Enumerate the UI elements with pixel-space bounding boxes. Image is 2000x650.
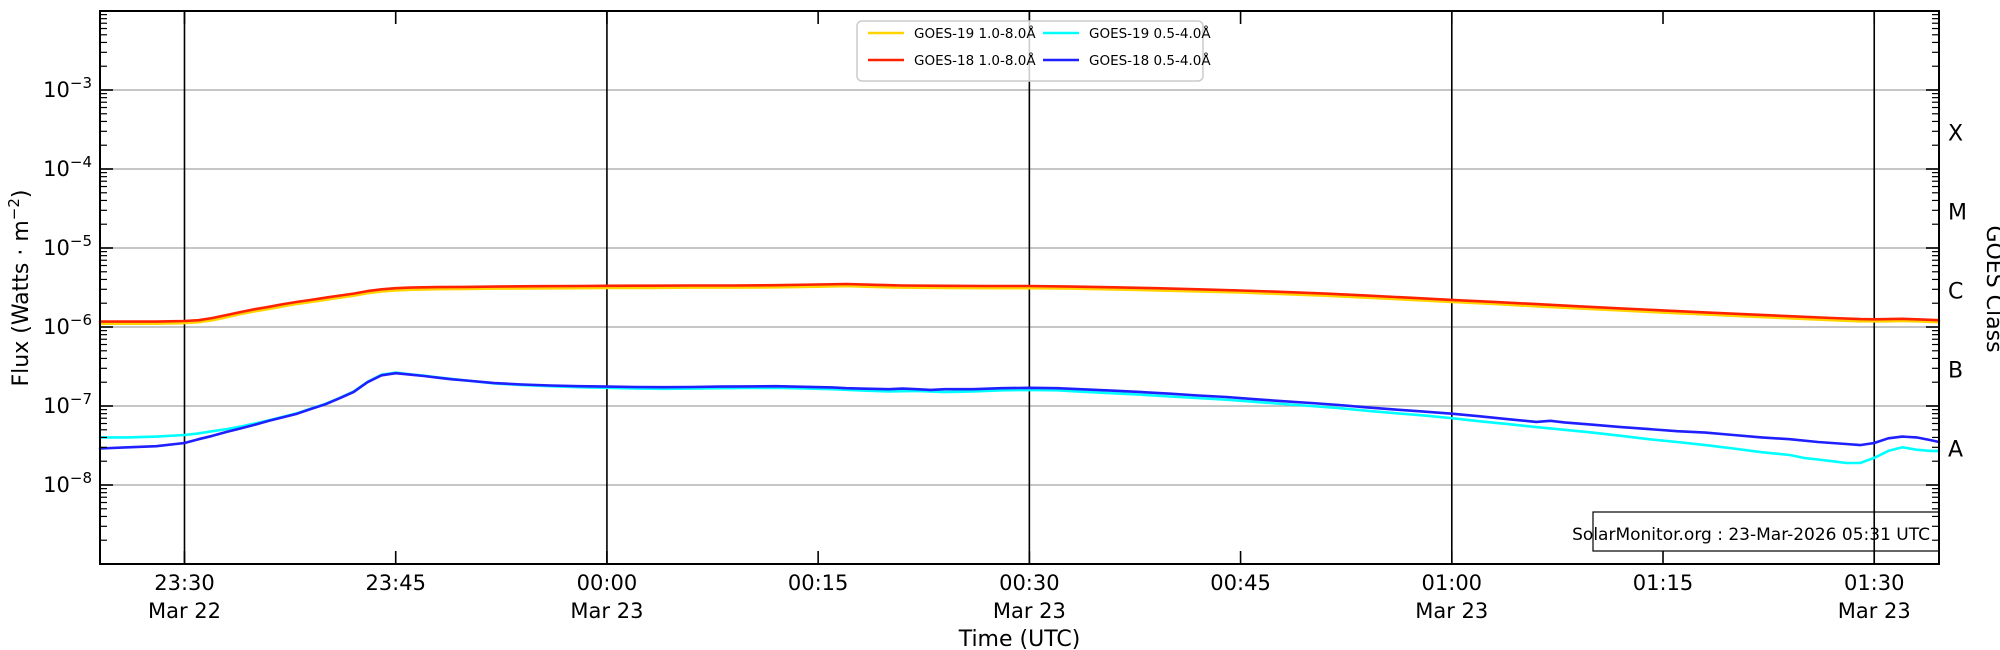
x-tick-label: 00:45: [1210, 571, 1271, 595]
attribution-text: SolarMonitor.org : 23-Mar-2026 05:31 UTC: [1572, 525, 1930, 545]
x-axis-title: Time (UTC): [958, 627, 1081, 650]
x-tick-label: 00:30: [999, 571, 1060, 595]
y-tick-label: 10−8: [43, 469, 92, 497]
x-tick-label: 23:30: [154, 571, 215, 595]
y-axis-title: Flux (Watts · m−2): [5, 190, 34, 387]
y-tick-label: 10−3: [43, 74, 92, 102]
x-tick-label: 01:30: [1844, 571, 1905, 595]
x-tick-label: 23:45: [365, 571, 426, 595]
x-tick-label: 00:15: [788, 571, 849, 595]
goes-class-label-m: M: [1948, 201, 1967, 226]
legend-label-2: GOES-19 0.5-4.0Å: [1089, 25, 1211, 42]
series-line-0: [98, 284, 1941, 326]
goes-class-label-c: C: [1948, 280, 1963, 305]
series-line-3: [98, 371, 1941, 450]
y-tick-label: 10−6: [43, 311, 92, 339]
series-line-1: [98, 282, 1941, 323]
x-date-label: Mar 23: [993, 599, 1066, 623]
x-tick-label: 01:15: [1633, 571, 1694, 595]
goes-class-label-x: X: [1948, 122, 1963, 147]
goes-class-label-b: B: [1948, 359, 1963, 384]
y-tick-label: 10−7: [43, 390, 92, 418]
x-date-label: Mar 23: [1838, 599, 1911, 623]
x-date-label: Mar 22: [148, 599, 221, 623]
y-tick-label: 10−4: [43, 153, 92, 181]
legend-label-1: GOES-18 1.0-8.0Å: [914, 52, 1036, 69]
x-tick-label: 01:00: [1422, 571, 1483, 595]
goes-class-label-a: A: [1948, 438, 1963, 463]
series-line-2: [98, 371, 1941, 465]
x-date-label: Mar 23: [570, 599, 643, 623]
attribution-box: [1592, 511, 1940, 552]
right-axis-title: GOES Class: [1981, 225, 2000, 352]
y-tick-label: 10−5: [43, 232, 92, 260]
plot-border: [99, 10, 1940, 565]
legend-label-0: GOES-19 1.0-8.0Å: [914, 25, 1036, 42]
legend-label-3: GOES-18 0.5-4.0Å: [1089, 52, 1211, 69]
x-date-label: Mar 23: [1415, 599, 1488, 623]
x-tick-label: 00:00: [577, 571, 638, 595]
legend-box: [856, 20, 1204, 82]
